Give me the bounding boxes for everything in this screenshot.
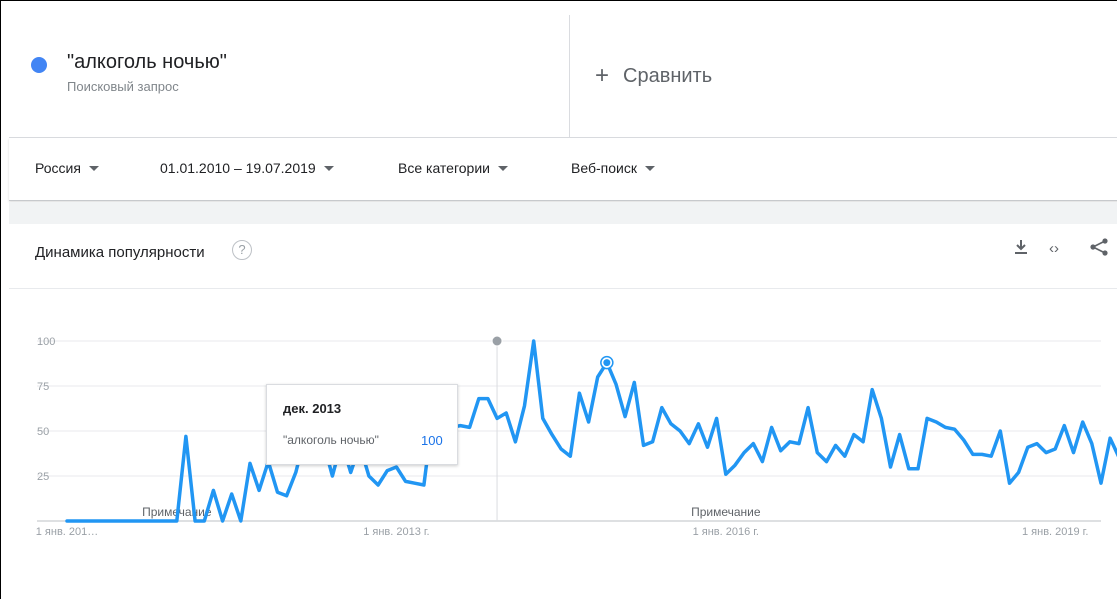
- section-divider: [9, 202, 1117, 224]
- card-title: Динамика популярности: [35, 244, 205, 261]
- caret-down-icon: [323, 166, 334, 171]
- help-icon[interactable]: ?: [232, 240, 252, 260]
- compare-button[interactable]: + Сравнить: [595, 61, 712, 89]
- category-label: Все категории: [398, 160, 490, 176]
- region-filter[interactable]: Россия: [35, 160, 99, 176]
- caret-down-icon: [644, 166, 655, 171]
- compare-label: Сравнить: [623, 65, 713, 87]
- card-divider: [9, 288, 1117, 289]
- term-subtitle: Поисковый запрос: [67, 79, 179, 94]
- caret-down-icon: [497, 166, 508, 171]
- x-tick-label: 1 янв. 2013 г.: [363, 526, 429, 538]
- x-tick-label: 1 янв. 2019 г.: [1022, 526, 1088, 538]
- term-name[interactable]: "алкоголь ночью": [67, 51, 227, 73]
- tooltip-value: 100: [421, 433, 443, 448]
- x-tick-label: 1 янв. 2016 г.: [693, 526, 759, 538]
- share-icon[interactable]: [1089, 238, 1109, 261]
- x-tick-label: 1 янв. 201…: [36, 526, 99, 538]
- tooltip-date: дек. 2013: [283, 401, 342, 416]
- download-icon[interactable]: [1014, 238, 1028, 261]
- term-row: "алкоголь ночью" Поисковый запрос + Сравн…: [9, 15, 1117, 138]
- hover-point: [491, 335, 503, 347]
- search-type-label: Веб-поиск: [571, 160, 637, 176]
- search-type-filter[interactable]: Веб-поиск: [571, 160, 655, 176]
- y-tick-label: 50: [37, 426, 49, 438]
- plus-icon: +: [595, 62, 610, 89]
- y-tick-label: 100: [37, 336, 55, 348]
- highlight-point: [603, 359, 611, 367]
- category-filter[interactable]: Все категории: [398, 160, 508, 176]
- filters-bar: Россия 01.01.2010 – 19.07.2019 Все катег…: [9, 138, 1117, 201]
- chart-tooltip: дек. 2013 "алкоголь ночью" 100: [266, 384, 458, 465]
- search-term-box[interactable]: "алкоголь ночью" Поисковый запрос: [9, 15, 570, 137]
- region-label: Россия: [35, 160, 81, 176]
- tooltip-term: "алкоголь ночью": [283, 433, 379, 447]
- date-range-filter[interactable]: 01.01.2010 – 19.07.2019: [160, 160, 334, 176]
- y-tick-label: 25: [37, 471, 49, 483]
- embed-code-icon[interactable]: ‹›: [1049, 240, 1059, 257]
- interest-over-time-card: Динамика популярности ? ‹›: [9, 224, 1117, 599]
- date-range-label: 01.01.2010 – 19.07.2019: [160, 160, 316, 176]
- annotation-note: Примечание: [691, 505, 761, 519]
- y-tick-label: 75: [37, 381, 49, 393]
- term-color-dot: [31, 57, 47, 73]
- caret-down-icon: [88, 166, 99, 171]
